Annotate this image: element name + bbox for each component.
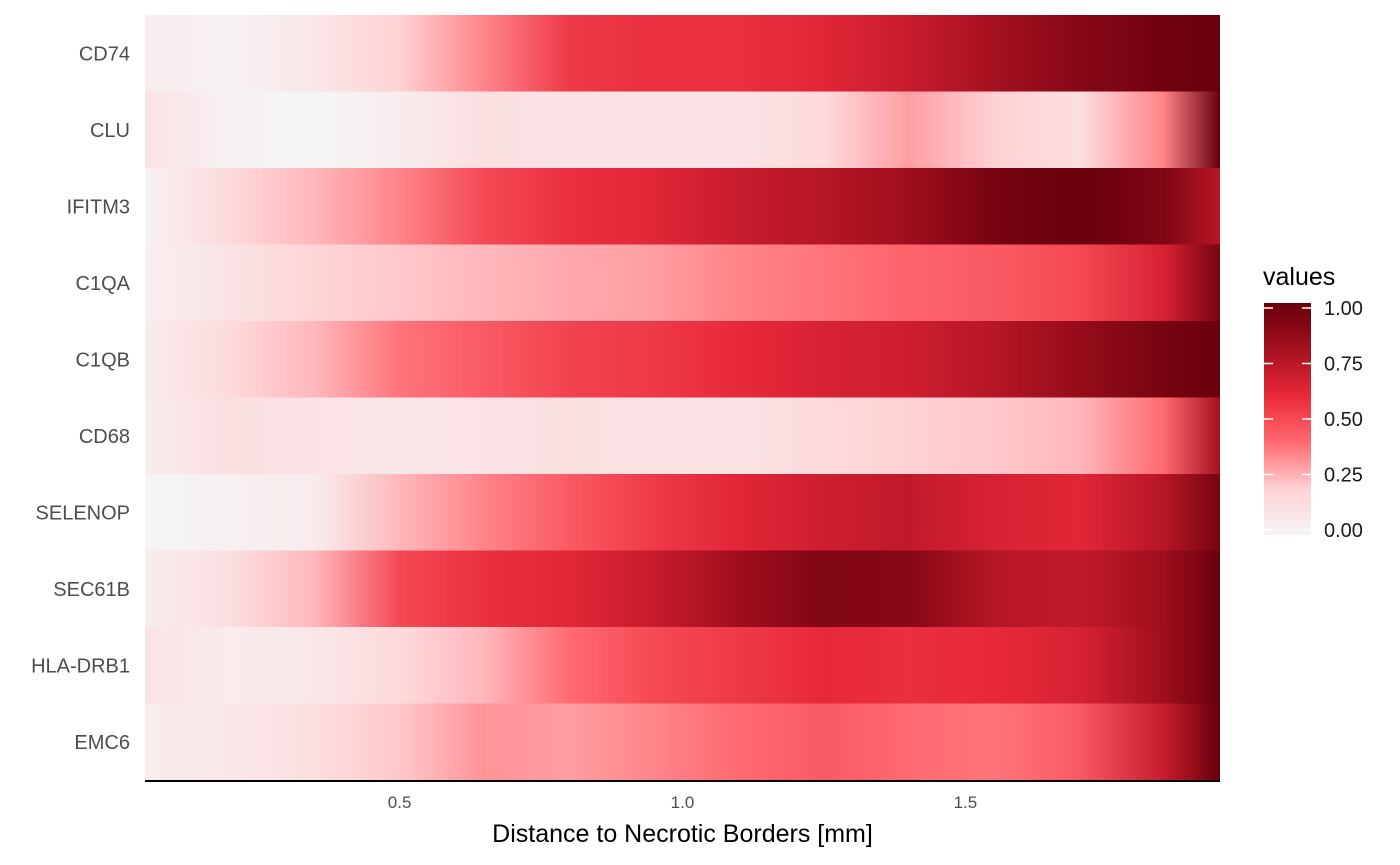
heatmap-row-c1qa	[145, 244, 1220, 322]
y-label-cd74: CD74	[79, 43, 130, 65]
y-label-selenop: SELENOP	[36, 502, 130, 524]
heatmap-row-emc6	[145, 703, 1220, 781]
y-label-ifitm3: IFITM3	[67, 196, 130, 218]
x-axis-ticks: 0.5 1.0 1.5	[388, 793, 977, 812]
heatmap-row-hla-drb1	[145, 627, 1220, 705]
x-axis-title: Distance to Necrotic Borders [mm]	[492, 820, 873, 848]
y-label-emc6: EMC6	[74, 732, 130, 754]
y-label-cd68: CD68	[79, 426, 130, 448]
y-label-hla-drb1: HLA-DRB1	[31, 655, 130, 677]
legend-tick-label: 0.75	[1324, 354, 1363, 376]
heatmap-row-ifitm3	[145, 168, 1220, 246]
heatmap-rows	[145, 15, 1220, 781]
heatmap-row-cd68	[145, 397, 1220, 475]
x-tick-label: 1.5	[954, 793, 978, 812]
legend-title: values	[1263, 263, 1335, 291]
legend-tick-label: 0.00	[1324, 520, 1363, 542]
heatmap-row-clu	[145, 91, 1220, 169]
color-legend: values 0.00 0.25 0.50 0.75 1.00	[1263, 263, 1363, 542]
x-tick-label: 0.5	[388, 793, 412, 812]
heatmap-row-sec61b	[145, 550, 1220, 628]
legend-tick-label: 1.00	[1324, 298, 1363, 320]
legend-tick-label: 0.50	[1324, 409, 1363, 431]
y-label-c1qb: C1QB	[76, 349, 130, 371]
y-label-sec61b: SEC61B	[53, 579, 130, 601]
legend-tick-label: 0.25	[1324, 465, 1363, 487]
heatmap-row-selenop	[145, 474, 1220, 552]
heatmap-row-cd74	[145, 15, 1220, 93]
heatmap-row-c1qb	[145, 321, 1220, 399]
x-tick-label: 1.0	[671, 793, 695, 812]
y-axis-labels: CD74 CLU IFITM3 C1QA C1QB CD68 SELENOP SEC61B HL…	[31, 43, 131, 754]
y-label-c1qa: C1QA	[76, 273, 131, 295]
y-label-clu: CLU	[90, 120, 130, 142]
